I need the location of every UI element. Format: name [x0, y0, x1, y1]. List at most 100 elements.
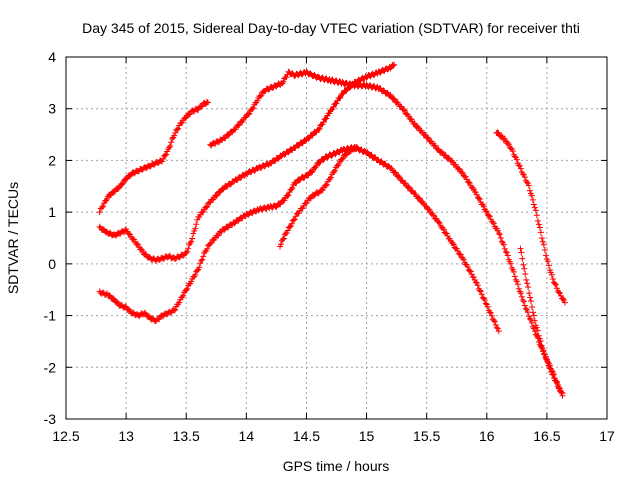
data-point: [549, 276, 556, 283]
data-point: [456, 166, 463, 173]
data-point: [414, 123, 421, 130]
data-point: [353, 144, 360, 151]
data-point: [390, 62, 397, 69]
data-point: [496, 231, 503, 238]
data-point: [529, 196, 536, 203]
data-point: [179, 119, 186, 126]
series-track-6: [493, 129, 568, 306]
y-tick-label: -1: [44, 308, 57, 324]
data-point: [521, 174, 528, 181]
data-point: [339, 155, 346, 162]
data-point: [484, 303, 491, 310]
data-point: [531, 317, 538, 324]
data-point: [416, 195, 423, 202]
data-point: [551, 280, 558, 287]
data-point: [308, 169, 315, 176]
data-point: [402, 180, 409, 187]
data-point: [502, 248, 509, 255]
data-point: [204, 203, 211, 210]
data-point: [553, 285, 560, 292]
data-point: [180, 292, 187, 299]
data-point: [525, 182, 532, 189]
x-tick-label: 13: [118, 428, 134, 444]
data-point: [542, 354, 549, 361]
data-point: [487, 309, 494, 316]
data-point: [406, 184, 413, 191]
data-point: [558, 389, 565, 396]
data-point: [430, 212, 437, 219]
data-point: [280, 78, 287, 85]
data-point: [184, 285, 191, 292]
data-point: [498, 238, 505, 245]
data-point: [521, 302, 528, 309]
data-point: [547, 269, 554, 276]
grid: [66, 57, 607, 419]
data-point: [518, 293, 525, 300]
data-point: [131, 236, 138, 243]
data-point: [280, 235, 287, 242]
data-point: [459, 169, 466, 176]
data-point: [183, 287, 190, 294]
data-point: [486, 309, 493, 316]
y-tick-label: 0: [48, 256, 56, 272]
data-point: [545, 262, 552, 269]
data-point: [337, 94, 344, 101]
data-point: [561, 299, 568, 306]
data-point: [490, 317, 497, 324]
data-point: [135, 241, 142, 248]
data-point: [556, 385, 563, 392]
data-point: [411, 120, 418, 127]
data-point: [492, 321, 499, 328]
data-point: [478, 291, 485, 298]
data-point: [192, 271, 199, 278]
data-point: [174, 126, 181, 133]
data-point: [277, 241, 284, 248]
x-tick-label: 16.5: [533, 428, 560, 444]
data-point: [522, 271, 529, 278]
data-point: [557, 292, 564, 299]
data-point: [179, 294, 186, 301]
data-point: [192, 225, 199, 232]
data-point: [309, 168, 316, 175]
data-point: [335, 160, 342, 167]
data-point: [480, 203, 487, 210]
axis-ticks: 12.5 13 13.5 14 14.5 15 15.5 16 16.5 17 -3 -2 -1 0 1 2 3…: [44, 49, 615, 444]
x-tick-label: 14.5: [293, 428, 320, 444]
data-point: [172, 129, 179, 136]
data-point: [139, 247, 146, 254]
data-point: [528, 319, 535, 326]
data-point: [198, 257, 205, 264]
data-point: [528, 192, 535, 199]
data-point: [529, 309, 536, 316]
data-point: [534, 217, 541, 224]
data-point: [160, 155, 167, 162]
data-marks: [96, 61, 568, 399]
data-point: [525, 313, 532, 320]
data-point: [507, 260, 514, 267]
data-point: [531, 204, 538, 211]
data-point: [425, 135, 432, 142]
data-point: [544, 358, 551, 365]
data-point: [527, 294, 534, 301]
data-point: [501, 135, 508, 142]
data-point: [550, 371, 557, 378]
data-point: [291, 216, 298, 223]
data-point: [171, 132, 178, 139]
data-point: [235, 122, 242, 129]
data-point: [387, 91, 394, 98]
data-point: [169, 135, 176, 142]
data-point: [338, 156, 345, 163]
data-point: [473, 191, 480, 198]
data-point: [519, 297, 526, 304]
data-point: [440, 226, 447, 233]
data-point: [292, 213, 299, 220]
data-point: [208, 239, 215, 246]
data-point: [127, 172, 134, 179]
data-point: [352, 143, 359, 150]
data-point: [480, 295, 487, 302]
data-point: [523, 276, 530, 283]
data-point: [257, 93, 264, 100]
data-point: [279, 236, 286, 243]
data-point: [236, 121, 243, 128]
data-point: [395, 173, 402, 180]
